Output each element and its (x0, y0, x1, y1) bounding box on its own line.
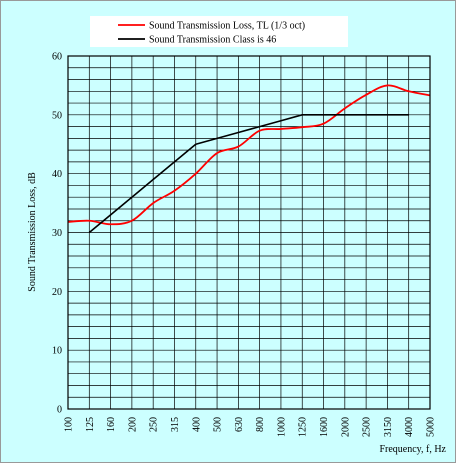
series-line-tl (67, 84, 431, 226)
x-tick-label: 630 (234, 417, 245, 432)
x-tick-label: 3150 (383, 417, 394, 437)
x-tick-label: 2000 (340, 417, 351, 437)
legend-label: Sound Transmission Class is 46 (149, 35, 276, 46)
x-tick-label: 1250 (298, 417, 309, 437)
y-tick-label: 0 (57, 405, 62, 416)
y-tick-label: 40 (52, 169, 62, 180)
x-tick-label: 100 (64, 417, 75, 432)
x-tick-label: 2500 (362, 417, 373, 437)
x-tick-label: 1000 (276, 417, 287, 437)
x-tick-label: 4000 (404, 417, 415, 437)
x-tick-label: 800 (255, 417, 266, 432)
y-tick-label: 50 (52, 110, 62, 121)
series-line-stc (88, 114, 409, 234)
x-tick-label: 5000 (426, 417, 437, 437)
x-tick-label: 160 (106, 417, 117, 432)
x-tick-label: 1600 (319, 417, 330, 437)
legend: Sound Transmission Loss, TL (1/3 oct) Sou… (90, 16, 348, 47)
y-axis-label: Sound Transmission Loss, dB (27, 172, 38, 292)
x-tick-label: 500 (213, 417, 224, 432)
legend-label: Sound Transmission Loss, TL (1/3 oct) (149, 21, 305, 32)
legend-box (90, 16, 348, 47)
x-tick-label: 315 (170, 417, 181, 432)
series-layer (67, 84, 431, 234)
y-tick-label: 60 (52, 52, 62, 63)
plot-border (67, 55, 431, 410)
y-tick-label: 10 (52, 346, 62, 357)
x-axis-ticks: 100 125 160 200 250 315 400 500 630 800 1000 1250 16… (64, 417, 437, 437)
x-tick-label: 400 (191, 417, 202, 432)
x-tick-label: 125 (85, 417, 96, 432)
x-tick-label: 250 (149, 417, 160, 432)
x-tick-label: 200 (127, 417, 138, 432)
y-tick-label: 20 (52, 287, 62, 298)
x-axis-label: Frequency, f, Hz (379, 444, 446, 455)
y-axis-ticks: 0 10 20 30 40 50 60 (52, 52, 62, 416)
y-tick-label: 30 (52, 228, 62, 239)
legend-items: Sound Transmission Loss, TL (1/3 oct) Sou… (118, 21, 305, 46)
